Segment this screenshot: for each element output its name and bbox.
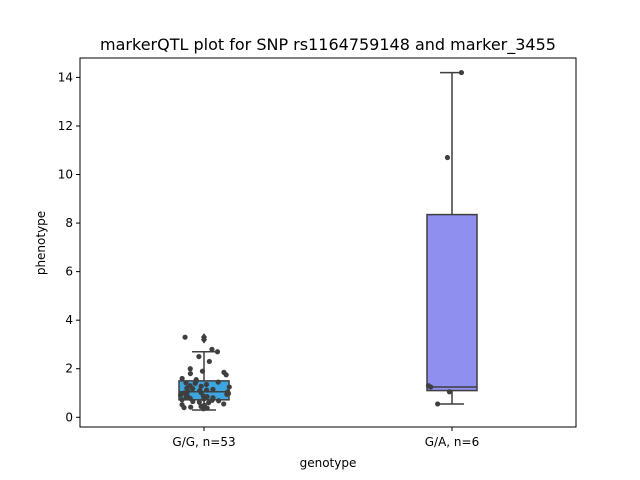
y-tick-label: 0: [65, 410, 73, 424]
data-point: [196, 353, 202, 360]
point-group: [425, 69, 465, 407]
data-point: [210, 395, 216, 401]
chart-title: markerQTL plot for SNP rs1164759148 and …: [100, 35, 556, 55]
data-point: [197, 387, 203, 394]
y-axis: 0 2 4 6 8 10 12 14: [58, 70, 80, 424]
outlier-marker: [201, 335, 207, 344]
box-iqr: [426, 213, 478, 392]
plot-frame: [79, 57, 577, 428]
data-point: [214, 349, 221, 355]
data-point: [425, 383, 432, 389]
x-tick-label: G/G, n=53: [172, 435, 235, 449]
data-point: [183, 380, 189, 386]
data-point: [446, 389, 453, 395]
data-point: [458, 69, 465, 76]
data-point: [187, 366, 193, 372]
point-group: [178, 334, 232, 412]
data-point: [435, 401, 441, 407]
data-point: [187, 370, 194, 377]
y-tick-label: 4: [65, 313, 73, 327]
x-axis: G/G, n=53 G/A, n=6: [172, 427, 479, 449]
y-tick-label: 6: [65, 265, 73, 279]
data-point: [204, 387, 210, 393]
data-point: [215, 379, 221, 385]
data-point: [198, 383, 204, 389]
data-point: [193, 377, 199, 383]
data-point: [221, 401, 227, 407]
data-point: [210, 386, 216, 392]
data-point: [196, 399, 202, 405]
y-tick-label: 8: [65, 216, 73, 230]
y-tick-label: 14: [58, 70, 73, 84]
y-tick-label: 10: [58, 168, 73, 182]
data-point: [206, 358, 212, 365]
data-point: [182, 334, 188, 340]
data-point: [216, 398, 222, 404]
data-point: [201, 402, 207, 408]
x-tick-label: G/A, n=6: [425, 435, 479, 449]
data-point: [187, 383, 193, 389]
data-point: [226, 384, 232, 390]
data-point: [199, 368, 206, 374]
data-point: [179, 397, 185, 403]
data-point: [221, 369, 227, 375]
data-point: [179, 402, 185, 408]
y-tick-label: 2: [65, 362, 73, 376]
data-point: [203, 381, 210, 388]
x-axis-label: genotype: [300, 456, 357, 470]
plot-area: [178, 69, 478, 412]
data-point: [188, 404, 194, 410]
data-point: [225, 389, 231, 395]
data-point: [179, 375, 185, 382]
box-group: [426, 71, 478, 405]
y-tick-label: 12: [58, 119, 73, 133]
y-axis-label: phenotype: [34, 211, 48, 275]
data-point: [444, 154, 451, 161]
data-point: [209, 346, 215, 352]
